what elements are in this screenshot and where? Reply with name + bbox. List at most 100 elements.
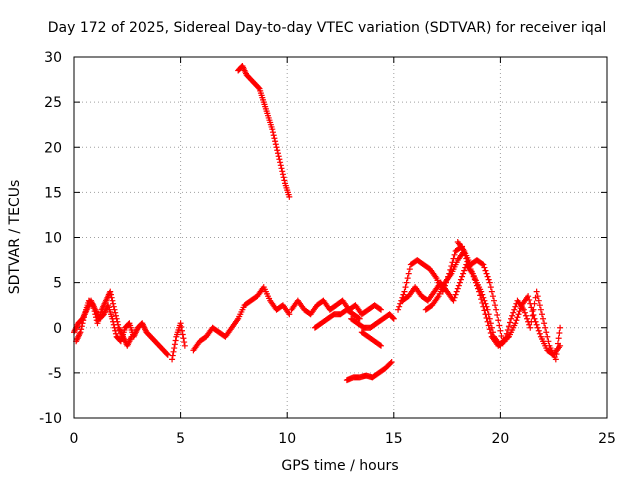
data-point (493, 306, 500, 313)
data-point (405, 270, 412, 277)
data-point (272, 141, 279, 148)
data-point (78, 326, 85, 333)
data-point (177, 320, 184, 327)
data-point (520, 306, 527, 313)
data-point (505, 323, 512, 330)
data-point (274, 147, 281, 154)
data-point (502, 334, 509, 341)
data-point (545, 338, 552, 345)
data-point (89, 301, 96, 308)
data-point (169, 356, 176, 363)
series-seg9 (358, 329, 385, 349)
data-point (171, 341, 178, 348)
data-point (533, 288, 540, 295)
data-point (552, 356, 559, 363)
data-point (78, 323, 85, 330)
data-point (512, 320, 519, 327)
data-point (80, 317, 87, 324)
data-point (500, 339, 507, 346)
data-point (80, 314, 87, 321)
data-points (71, 63, 564, 384)
data-point (480, 303, 487, 310)
data-point (470, 273, 477, 280)
data-point (109, 297, 116, 304)
data-point (451, 294, 458, 301)
data-point (508, 315, 515, 322)
y-axis-title: SDTVAR / TECUs (7, 180, 23, 295)
data-point (473, 282, 480, 289)
data-point (453, 288, 460, 295)
data-point (484, 318, 491, 325)
data-point (107, 291, 114, 298)
data-point (535, 327, 542, 334)
data-point (90, 305, 97, 312)
data-point (479, 260, 486, 267)
series-seg7 (311, 306, 363, 331)
data-point (530, 311, 537, 318)
data-point (536, 330, 543, 337)
data-point (526, 296, 533, 303)
data-point (525, 293, 532, 300)
data-point (279, 168, 286, 175)
plot-frame (73, 56, 608, 419)
data-point (536, 302, 543, 309)
data-point (524, 315, 531, 322)
data-point (286, 193, 293, 200)
data-point (455, 282, 462, 289)
data-point (482, 267, 489, 274)
data-point (515, 311, 522, 318)
data-point (450, 255, 457, 262)
data-point (487, 284, 494, 291)
series-seg15 (488, 288, 564, 363)
data-point (355, 314, 362, 321)
data-point (406, 266, 413, 273)
data-point (540, 315, 547, 322)
data-point (456, 279, 463, 286)
data-point (531, 300, 538, 307)
data-point (494, 311, 501, 318)
data-point (483, 270, 490, 277)
data-point (91, 308, 98, 315)
data-point (402, 284, 409, 291)
data-point (537, 306, 544, 313)
data-point (450, 297, 457, 304)
data-point (504, 327, 511, 334)
data-point (396, 303, 403, 310)
data-point (484, 273, 491, 280)
data-point (543, 329, 550, 336)
data-point (164, 351, 171, 358)
x-tick-label: 10 (278, 431, 296, 447)
data-point (555, 335, 562, 342)
data-point (531, 315, 538, 322)
data-point (522, 312, 529, 319)
data-point (528, 318, 535, 325)
data-point (280, 174, 287, 181)
data-point (487, 330, 494, 337)
y-tick-label: 15 (44, 185, 62, 201)
data-point (526, 321, 533, 328)
data-point (497, 327, 504, 334)
data-point (79, 320, 86, 327)
data-point (554, 340, 561, 347)
data-point (269, 126, 276, 133)
data-point (533, 321, 540, 328)
data-point (378, 306, 385, 313)
data-point (181, 342, 188, 349)
data-point (108, 294, 115, 301)
data-point (395, 306, 402, 313)
data-point (111, 306, 118, 313)
x-tick-label: 25 (598, 431, 616, 447)
data-point (390, 314, 397, 321)
data-point (114, 318, 121, 325)
data-point (387, 360, 394, 367)
data-point (480, 261, 487, 268)
data-point (457, 276, 464, 283)
data-point (110, 300, 117, 307)
data-point (112, 312, 119, 319)
data-point (478, 296, 485, 303)
data-point (112, 330, 119, 337)
data-point (172, 337, 179, 344)
y-tick-label: 0 (53, 321, 62, 337)
data-point (278, 165, 285, 172)
data-point (378, 342, 385, 349)
